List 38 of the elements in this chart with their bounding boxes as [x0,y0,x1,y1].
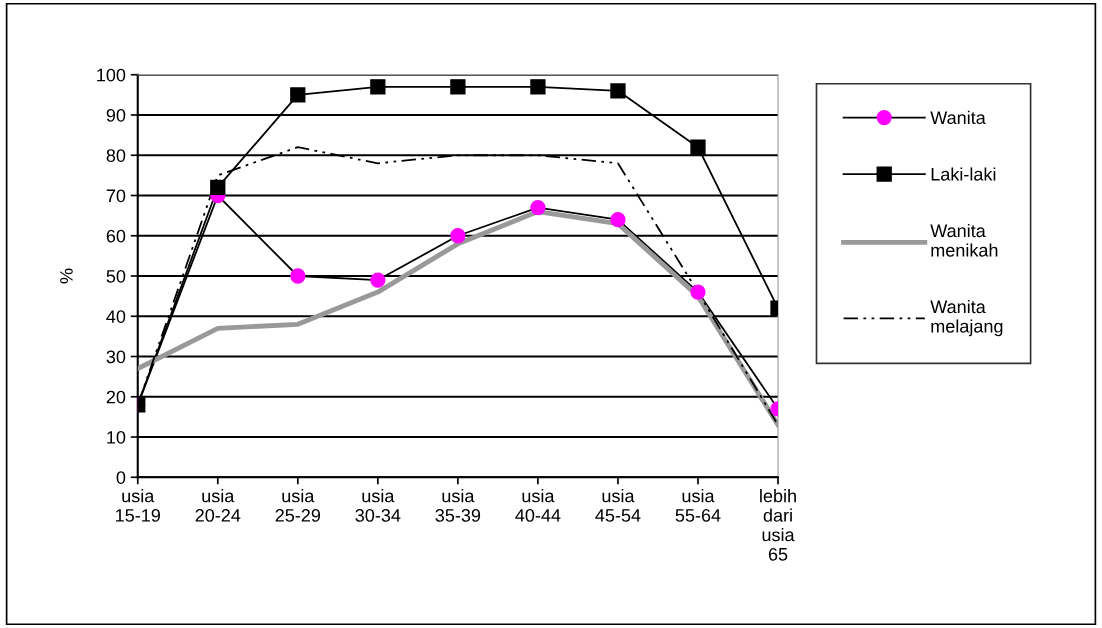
x-tick-label: usia 55-64 [675,489,721,522]
point [690,284,706,300]
x-tick-label: usia 40-44 [515,489,561,522]
x-tick-label: usia 35-39 [435,489,481,522]
x-tick-label: usia 30-34 [355,489,401,522]
point [450,79,466,95]
point [610,212,626,228]
point [290,87,306,103]
point [370,272,386,288]
x-tick-label: usia 15-19 [116,489,160,522]
point [450,228,466,244]
point [210,179,226,196]
legend-label: Wanita menikah [930,223,998,257]
y-tick-label: 30 [106,350,126,364]
y-tick-label: 50 [106,269,126,283]
y-tick-label: 10 [107,430,126,444]
legend-label: Wanita [930,110,986,125]
point [610,83,626,99]
point [530,79,546,95]
y-tick-label: 90 [106,108,126,122]
y-tick-label: 0 [116,471,126,484]
x-tick-label: lebih dari usia 65 [760,489,796,561]
y-tick-label: 40 [106,310,126,323]
legend-label: Laki-laki [931,167,996,181]
y-tick-label: 70 [106,189,126,203]
x-tick-label: usia 20-24 [195,489,241,522]
y-tick-label: 80 [106,149,126,162]
legend-label: Wanita melajang [930,299,1003,337]
point [370,79,386,95]
y-tick-label: 60 [106,229,126,243]
x-tick-label: usia 45-54 [595,489,641,522]
point [290,268,306,284]
point [530,199,546,216]
y-tick-label: 20 [106,390,126,404]
y-tick-label: 100 [97,68,126,82]
point [690,139,706,155]
x-tick-label: usia 25-29 [275,489,321,522]
y-axis-title: % [60,268,73,284]
